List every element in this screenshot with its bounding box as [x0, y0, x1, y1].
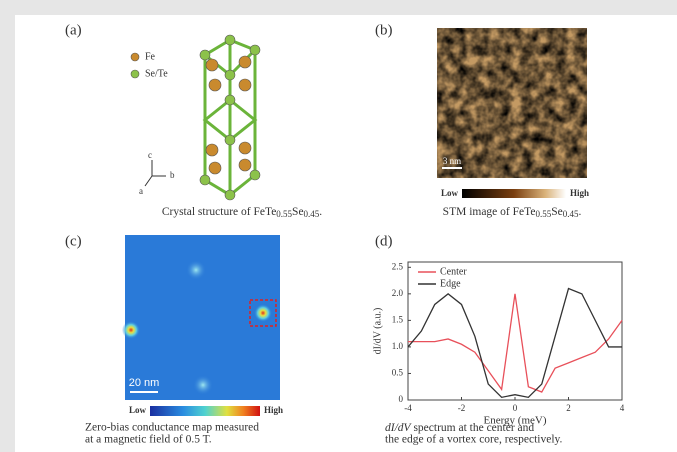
- scale-label: 3 nm: [443, 156, 461, 166]
- caption-text: .: [319, 206, 322, 218]
- subscript: 0.45: [563, 209, 579, 219]
- caption-text: Se: [551, 206, 563, 218]
- legend-label: Fe: [145, 51, 156, 62]
- panel-label: (b): [375, 22, 393, 38]
- vortex: [186, 260, 206, 280]
- y-tick-label: 0.5: [392, 368, 404, 378]
- page: (a) Fe Se/Te c b a Crystal structure of …: [0, 0, 677, 452]
- colorbar-label: Low: [441, 188, 459, 198]
- caption-text: Se: [292, 206, 304, 218]
- x-tick-label: -4: [404, 403, 412, 413]
- legend-label: Se/Te: [145, 68, 168, 79]
- colorbar-label: High: [264, 405, 283, 415]
- caption: Crystal structure of FeTe0.55Se0.45.: [162, 206, 322, 219]
- x-tick-label: 2: [566, 403, 571, 413]
- axis-name: c: [148, 150, 152, 160]
- legend-label: Center: [440, 266, 467, 277]
- colorbar-label: Low: [129, 405, 147, 415]
- x-tick-label: 4: [620, 403, 625, 413]
- panel-label: (c): [65, 233, 82, 249]
- axis-name: a: [139, 186, 143, 196]
- vortex: [122, 321, 140, 339]
- colorbar: [462, 189, 566, 198]
- y-axis-label: dI/dV (a.u.): [372, 308, 383, 355]
- panel-label: (d): [375, 233, 393, 249]
- y-tick-label: 2.5: [392, 261, 404, 271]
- caption-text: .: [578, 206, 581, 218]
- axis-name: b: [170, 170, 175, 180]
- caption: dI/dV spectrum at the center and: [385, 422, 534, 434]
- caption: STM image of FeTe0.55Se0.45.: [443, 206, 582, 219]
- colorbar-label: High: [570, 188, 589, 198]
- subscript: 0.55: [535, 209, 551, 219]
- subscript: 0.45: [304, 209, 320, 219]
- scale-label: 20 nm: [129, 377, 160, 389]
- figure: (a) Fe Se/Te c b a Crystal structure of …: [0, 0, 677, 452]
- subscript: 0.55: [276, 209, 292, 219]
- y-tick-label: 1.5: [392, 314, 404, 324]
- panel-label: (a): [65, 22, 82, 38]
- colorbar: [150, 406, 260, 416]
- vortex: [254, 304, 272, 322]
- caption: Zero-bias conductance map measured: [85, 422, 259, 434]
- y-tick-label: 2.0: [392, 288, 404, 298]
- y-tick-label: 1.0: [392, 341, 404, 351]
- x-tick-label: 0: [513, 403, 518, 413]
- caption: at a magnetic field of 0.5 T.: [85, 434, 212, 446]
- y-tick-label: 0: [399, 394, 404, 404]
- caption-text: STM image of FeTe: [443, 206, 536, 218]
- x-tick-label: -2: [458, 403, 466, 413]
- caption-text: spectrum at the center and: [411, 422, 535, 434]
- caption-text: Crystal structure of FeTe: [162, 206, 276, 218]
- caption: the edge of a vortex core, respectively.: [385, 434, 563, 446]
- vortex: [193, 375, 213, 395]
- legend-label: Edge: [440, 278, 461, 289]
- caption-text: dI/dV: [385, 422, 413, 434]
